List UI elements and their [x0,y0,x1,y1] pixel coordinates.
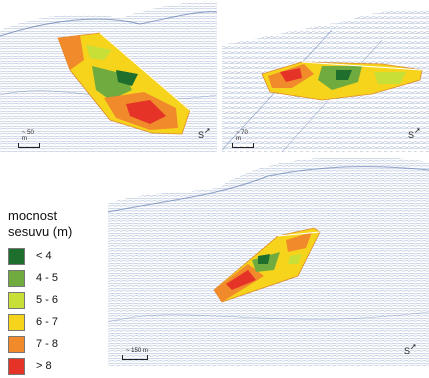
legend-item: 7 - 8 [8,334,104,356]
legend-item: 4 - 5 [8,268,104,290]
legend-item: > 8 [8,356,104,378]
legend-swatch [8,314,25,331]
legend-label: < 4 [36,250,52,262]
map-panel-top-right: ~ 70 m S ➚ [222,0,429,152]
scale-bar: ~ 70 m [232,130,254,148]
legend-item: 5 - 6 [8,290,104,312]
landslide-view-bottom [108,157,429,366]
scale-bar: ~ 50 m [18,130,40,148]
north-arrow-icon: S ➚ [198,126,211,140]
legend-swatch [8,248,25,265]
legend-label: 5 - 6 [36,294,59,306]
north-arrow-icon: S ➚ [404,342,417,356]
legend-item: 6 - 7 [8,312,104,334]
landslide-view-top-right [222,9,429,152]
map-panel-top-left: ~ 50 m S ➚ [0,0,217,152]
map-panel-bottom: ~ 150 m S ➚ [108,152,429,366]
legend-items: < 4 4 - 5 5 - 6 6 - 7 7 - 8 > 8 [8,246,104,378]
legend-label: 6 - 7 [36,316,59,328]
legend-label: 4 - 5 [36,272,59,284]
legend-label: > 8 [36,360,52,372]
legend-swatch [8,270,25,287]
landslide-view-top-left [0,1,217,152]
legend-label: 7 - 8 [36,338,59,350]
legend-item: < 4 [8,246,104,268]
north-arrow-icon: S ➚ [408,126,421,140]
legend: mocnost sesuvu (m) < 4 4 - 5 5 - 6 6 - 7 7 -… [8,208,104,378]
legend-swatch [8,336,25,353]
scale-bar: ~ 150 m [122,348,148,360]
legend-swatch [8,292,25,309]
legend-swatch [8,358,25,375]
legend-title: mocnost sesuvu (m) [8,208,73,239]
